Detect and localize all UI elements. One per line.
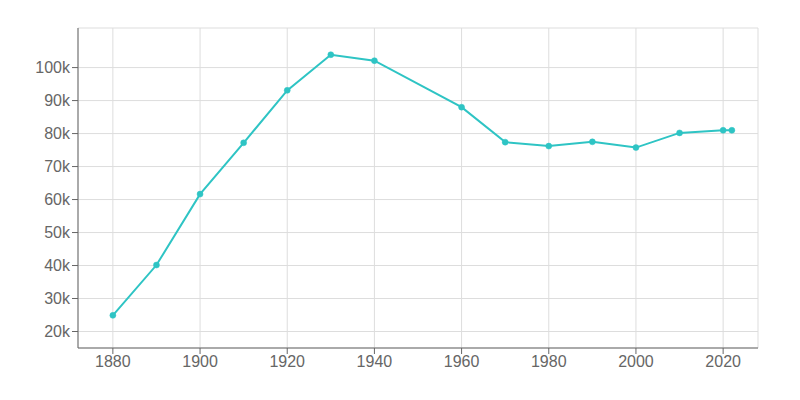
svg-text:30k: 30k (44, 290, 71, 307)
svg-text:1980: 1980 (531, 353, 567, 370)
svg-text:60k: 60k (44, 191, 71, 208)
svg-text:1920: 1920 (269, 353, 305, 370)
svg-text:1880: 1880 (95, 353, 131, 370)
svg-text:50k: 50k (44, 224, 71, 241)
svg-text:100k: 100k (35, 59, 71, 76)
svg-text:1940: 1940 (357, 353, 393, 370)
svg-text:2000: 2000 (618, 353, 654, 370)
svg-text:90k: 90k (44, 92, 71, 109)
svg-text:20k: 20k (44, 323, 71, 340)
svg-text:1960: 1960 (444, 353, 480, 370)
svg-text:2020: 2020 (705, 353, 741, 370)
svg-text:70k: 70k (44, 158, 71, 175)
svg-text:80k: 80k (44, 125, 71, 142)
svg-text:1900: 1900 (182, 353, 218, 370)
svg-text:40k: 40k (44, 257, 71, 274)
